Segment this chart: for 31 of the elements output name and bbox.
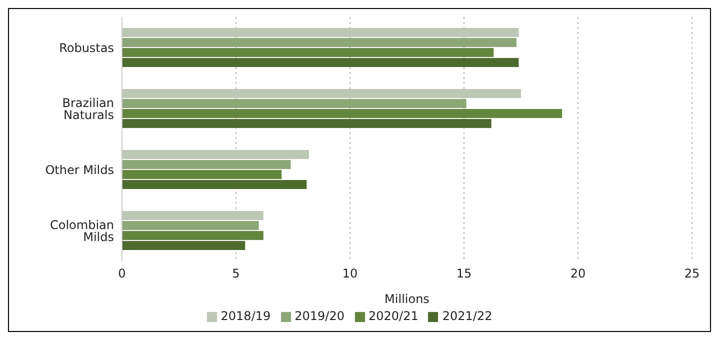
- x-tick-label: 5: [232, 266, 240, 281]
- y-tick-label: Other Milds: [45, 162, 114, 177]
- bar: [122, 210, 264, 220]
- bar: [122, 108, 562, 118]
- y-tick-label: Robustas: [59, 40, 114, 55]
- bar: [122, 230, 264, 240]
- bar: [122, 170, 282, 179]
- legend-label: 2020/21: [368, 309, 418, 323]
- bar: [122, 150, 309, 159]
- bar: [122, 28, 519, 37]
- x-tick-label: 15: [456, 266, 472, 281]
- bar: [122, 58, 519, 67]
- bar: [122, 240, 246, 250]
- y-tick-label: Brazilian Naturals: [62, 96, 114, 122]
- bar: [122, 98, 466, 108]
- bar: [122, 38, 516, 47]
- bar: [122, 118, 492, 128]
- x-tick-label: 0: [118, 266, 126, 281]
- y-tick-label: Colombian Milds: [50, 218, 114, 244]
- x-tick-label: 20: [570, 266, 586, 281]
- x-axis-title: Millions: [384, 292, 430, 306]
- bar: [122, 88, 521, 98]
- bar: [122, 160, 291, 169]
- x-tick-label: 10: [342, 266, 358, 281]
- bar: [122, 180, 307, 189]
- legend-label: 2021/22: [442, 309, 492, 323]
- legend-label: 2018/19: [220, 309, 271, 323]
- x-tick-label: 25: [684, 266, 700, 281]
- bar: [122, 48, 494, 57]
- legend-label: 2019/20: [294, 309, 344, 323]
- bar: [122, 220, 259, 230]
